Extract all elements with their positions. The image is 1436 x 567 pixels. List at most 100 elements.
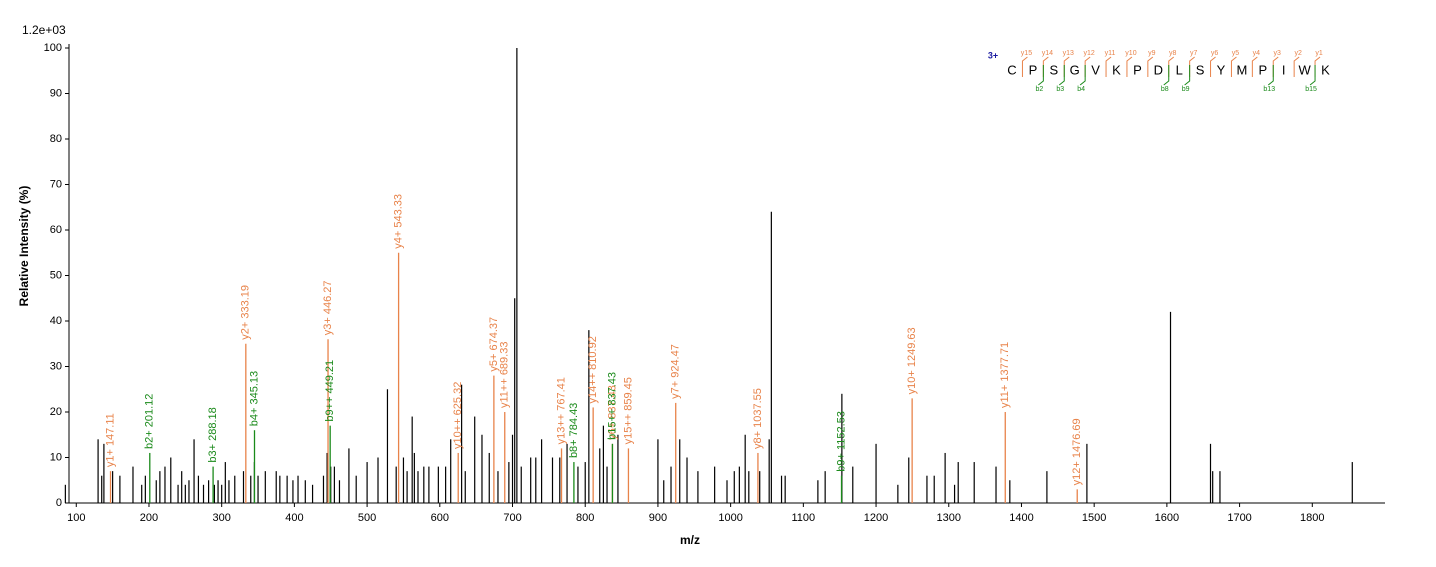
y-tick-label: 40 xyxy=(50,315,62,327)
y-ion-marker xyxy=(1021,56,1028,77)
y-tick-label: 50 xyxy=(50,269,62,281)
peak-label: b9++ 449.21 xyxy=(324,360,336,422)
x-tick-label: 600 xyxy=(431,512,449,524)
y-ion-label: y6 xyxy=(1211,50,1219,57)
y-ion-marker xyxy=(1042,56,1049,77)
x-tick-label: 300 xyxy=(213,512,231,524)
peak-label: y7+ 924.47 xyxy=(670,344,682,399)
y-ion-label: y3 xyxy=(1274,50,1282,57)
peak-label: y13++ 767.41 xyxy=(555,377,567,444)
y-tick-label: 10 xyxy=(50,451,62,463)
peak-label: b9+ 1152.53 xyxy=(835,411,847,472)
y-ion-label: y15 xyxy=(1021,50,1032,57)
y-ion-label: y14 xyxy=(1042,50,1053,57)
x-tick-label: 900 xyxy=(649,512,667,524)
peak-label: b15++ 837.43 xyxy=(606,372,618,440)
peak-label: y4+ 543.33 xyxy=(393,194,405,249)
y-tick-label: 30 xyxy=(50,360,62,372)
b-ion-marker xyxy=(1309,65,1316,86)
b-ion-label: b4 xyxy=(1077,86,1085,93)
x-tick-label: 1800 xyxy=(1300,512,1324,524)
y-ion-marker xyxy=(1084,56,1091,77)
x-tick-label: 500 xyxy=(358,512,376,524)
y-ion-marker xyxy=(1314,56,1321,77)
x-tick-label: 700 xyxy=(503,512,521,524)
y-ion-marker xyxy=(1105,56,1112,77)
peak-label: y10++ 625.32 xyxy=(452,382,464,449)
residue: G xyxy=(1070,62,1080,77)
x-tick-label: 1000 xyxy=(718,512,742,524)
b-ion-marker xyxy=(1267,65,1274,86)
x-tick-label: 800 xyxy=(576,512,594,524)
residue: S xyxy=(1049,62,1058,77)
y-tick-label: 90 xyxy=(50,87,62,99)
x-tick-label: 1100 xyxy=(792,512,816,524)
b-ion-marker xyxy=(1058,65,1065,86)
y-tick-label: 20 xyxy=(50,406,62,418)
y-tick-label: 100 xyxy=(44,42,62,54)
b-ion-marker xyxy=(1184,65,1191,86)
b-ion-label: b3 xyxy=(1056,86,1064,93)
peak-label: y8+ 1037.55 xyxy=(752,388,764,449)
y-ion-marker xyxy=(1293,56,1300,77)
x-tick-label: 400 xyxy=(285,512,303,524)
y-ion-label: y10 xyxy=(1125,50,1136,57)
x-tick-label: 1300 xyxy=(937,512,961,524)
charge-state: 3+ xyxy=(988,50,998,60)
x-tick-label: 100 xyxy=(67,512,85,524)
residue: S xyxy=(1196,62,1205,77)
peak-label: b4+ 345.13 xyxy=(248,371,260,426)
residue: C xyxy=(1007,62,1016,77)
y-tick-label: 80 xyxy=(50,133,62,145)
y-ion-label: y2 xyxy=(1294,50,1302,57)
max-intensity: 1.2e+03 xyxy=(22,23,66,37)
y-tick-label: 0 xyxy=(56,497,62,509)
x-axis-label: m/z xyxy=(680,533,700,547)
x-tick-label: 1400 xyxy=(1009,512,1033,524)
b-ion-marker xyxy=(1079,65,1086,86)
residue: D xyxy=(1154,62,1163,77)
y-ion-marker xyxy=(1251,56,1258,77)
y-ion-label: y12 xyxy=(1084,50,1095,57)
peak-label: y2+ 333.19 xyxy=(240,285,252,340)
b-ion-label: b8 xyxy=(1161,86,1169,93)
y-tick-label: 70 xyxy=(50,178,62,190)
peak-label: y10+ 1249.63 xyxy=(906,327,918,394)
peak-label: b8+ 784.43 xyxy=(568,403,580,458)
y-ion-marker xyxy=(1210,56,1216,77)
peak-label: y12+ 1476.69 xyxy=(1071,418,1083,485)
y-ion-marker xyxy=(1230,56,1237,77)
y-ion-label: y11 xyxy=(1105,50,1116,57)
peak-label: b3+ 288.18 xyxy=(207,407,219,462)
b-ion-label: b9 xyxy=(1182,86,1190,93)
residue: K xyxy=(1112,62,1121,77)
b-ion-label: b13 xyxy=(1263,86,1275,93)
y-ion-label: y8 xyxy=(1169,50,1177,57)
y-axis-label: Relative Intensity (%) xyxy=(17,186,31,307)
b-ion-marker xyxy=(1038,65,1044,86)
peak-label: y6+ 837.43 xyxy=(606,385,618,440)
peak-label: b2+ 201.12 xyxy=(144,394,156,449)
x-tick-label: 1600 xyxy=(1155,512,1179,524)
peak-label: y1+ 147.11 xyxy=(104,413,116,467)
y-ion-label: y5 xyxy=(1232,50,1240,57)
residue: P xyxy=(1029,62,1038,77)
residue: W xyxy=(1298,62,1311,77)
x-tick-label: 1200 xyxy=(864,512,888,524)
residue: M xyxy=(1236,62,1247,77)
peak-label: y11++ 689.33 xyxy=(499,342,511,408)
y-ion-marker xyxy=(1126,56,1133,77)
residue: V xyxy=(1091,62,1100,77)
peak-label: y5+ 674.37 xyxy=(488,317,500,372)
b-ion-label: b2 xyxy=(1035,86,1043,93)
y-ion-marker xyxy=(1063,56,1070,77)
residue: Y xyxy=(1217,62,1226,77)
y-ion-marker xyxy=(1272,56,1279,77)
y-ion-label: y13 xyxy=(1063,50,1074,57)
y-ion-label: y4 xyxy=(1253,50,1261,57)
peak-label: y3+ 446.27 xyxy=(322,280,334,335)
y-ion-marker xyxy=(1147,56,1154,77)
y-ion-marker xyxy=(1189,56,1195,77)
y-ion-label: y9 xyxy=(1148,50,1156,57)
